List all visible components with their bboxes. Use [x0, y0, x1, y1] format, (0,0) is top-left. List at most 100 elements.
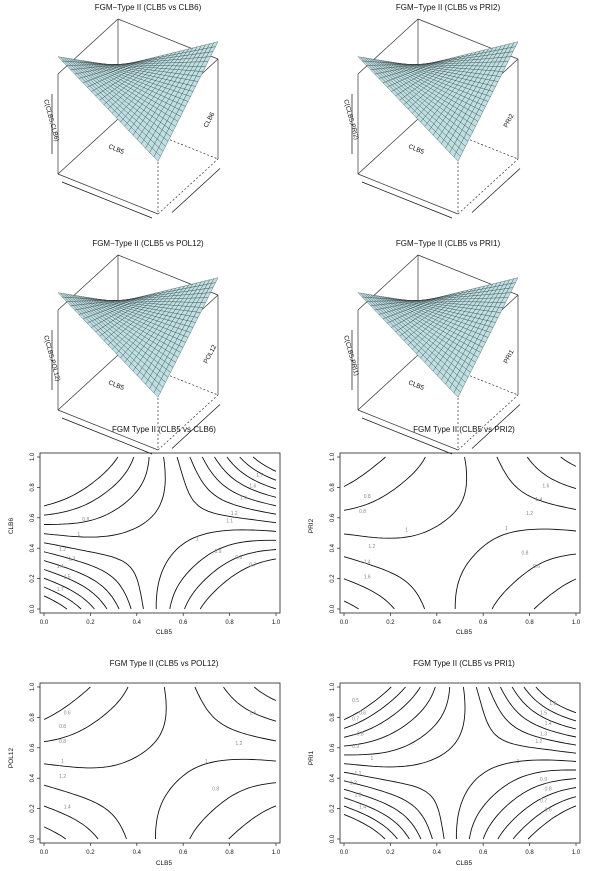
- x-tick-label: 0.4: [433, 850, 442, 856]
- contour-label: 0.9: [540, 777, 547, 783]
- contour-lines: [343, 686, 577, 840]
- contour-line: [43, 456, 277, 610]
- x-tick-label: 0.0: [40, 850, 49, 856]
- contour-label: 1: [196, 537, 199, 543]
- y-tick-label: 0.6: [330, 743, 336, 752]
- x-axis-label: CLB5: [407, 379, 425, 392]
- contour-label: 1.5: [540, 710, 547, 716]
- surface-mesh: [57, 277, 219, 398]
- contour-label: 1.2: [526, 511, 533, 517]
- x-tick-label: 0.0: [340, 850, 349, 856]
- contour-label: 1.6: [549, 701, 556, 707]
- contour-labels: 1.6 1.2 0.6 0.8 0.8 1 1 1.2 1.4 0.8: [59, 710, 256, 810]
- surface-svg: FGM−Type II (CLB5 vs PRI2) CLB5 PRI2 C(C…: [342, 3, 521, 219]
- x-tick-label: 0.4: [433, 620, 442, 626]
- contour-label: 0.7: [540, 799, 547, 805]
- contour-lines: [43, 686, 277, 840]
- contour-line: [44, 456, 276, 610]
- chart-title: FGM−Type II (CLB5 vs CLB6): [95, 3, 202, 12]
- plot-frame: [339, 452, 581, 614]
- x-tick-label: 0.4: [133, 850, 142, 856]
- chart-title: FGM−Type II (CLB5 vs POL12): [92, 239, 204, 248]
- contour-label: 1.2: [350, 780, 357, 786]
- y-axis-label: PRI2: [503, 113, 516, 129]
- x-axis-arrow: [361, 181, 453, 219]
- contour-line: [43, 456, 277, 610]
- contour-label: 1.6: [542, 483, 549, 489]
- contour-line: [43, 686, 277, 839]
- z-axis-label: C(CLB5,PRI1): [342, 335, 360, 377]
- z-axis-label: C(CLB5,PRI2): [342, 99, 360, 141]
- contour-labels: 1.6 1.4 1.2 0.8 0.8 1 1 1.2 1.4 1.6 0.8 0.6: [359, 483, 549, 580]
- y-tick-label: 0.2: [330, 804, 336, 813]
- contour-line: [43, 686, 277, 840]
- contour-line: [343, 686, 577, 840]
- contour-label: 1: [205, 759, 208, 765]
- y-tick-label: 1.0: [30, 452, 36, 461]
- contour-label: 0.8: [59, 739, 66, 745]
- contour-label: 0.8: [364, 494, 371, 500]
- x-tick-label: 0.0: [340, 620, 349, 626]
- axis-arrows: [351, 94, 521, 219]
- contour-label: 0.7: [352, 716, 359, 722]
- y-tick-label: 0.8: [330, 713, 336, 722]
- contour-label: 1.3: [354, 792, 361, 798]
- x-tick-label: 0.2: [86, 620, 95, 626]
- contour-line: [43, 456, 277, 610]
- contour-label: 1.4: [64, 805, 71, 811]
- x-tick-label: 0.2: [86, 850, 95, 856]
- y-tick-label: 0.6: [330, 513, 336, 522]
- y-tick-label: 0.8: [330, 483, 336, 492]
- contour-label: 0.6: [533, 564, 540, 570]
- contour-label: 0.8: [82, 517, 89, 523]
- chart-title: FGM−Type II (CLB5 vs PRI2): [396, 3, 501, 12]
- z-axis-label: C(CLB5,CLB6): [42, 99, 60, 143]
- contour-label: 1: [517, 759, 520, 765]
- x-tick-label: 0.6: [179, 620, 188, 626]
- contour-label: 1.6: [249, 483, 256, 489]
- y-tick-label: 1.0: [30, 682, 36, 691]
- plot-frame: [339, 682, 581, 844]
- contour-label: 1.3: [68, 556, 75, 562]
- contour-line: [343, 686, 577, 840]
- box-edge: [57, 173, 159, 215]
- x-tick-label: 0.4: [133, 620, 142, 626]
- contour-label: 0.8: [212, 786, 219, 792]
- contour-line: [343, 686, 577, 840]
- contour-label: 1.2: [59, 547, 66, 553]
- axis-arrows: [351, 330, 521, 455]
- y-tick-label: 0.8: [30, 483, 36, 492]
- contour-label: 1.2: [59, 774, 66, 780]
- contour-line: [343, 686, 577, 840]
- contour-plot-clb5-clb6: FGM Type II (CLB5 vs CLB6) 0.0 0.2 0.4 0.6 0…: [0, 420, 300, 645]
- contour-line: [344, 686, 577, 840]
- chart-title: FGM Type II (CLB5 vs POL12): [110, 659, 219, 668]
- contour-line: [343, 456, 577, 610]
- axis-arrows: [51, 330, 221, 455]
- chart-title: FGM−Type II (CLB5 vs PRI1): [396, 239, 501, 248]
- contour-line: [343, 456, 577, 610]
- contour-label: 1.2: [235, 741, 242, 747]
- contour-label: 1.7: [256, 473, 263, 479]
- contour-label: 0.6: [359, 710, 366, 716]
- axis-arrows: [51, 94, 221, 219]
- contour-label: 1.1: [354, 771, 361, 777]
- x-tick-label: 0.8: [225, 620, 234, 626]
- contour-line: [43, 456, 277, 610]
- contour-line: [43, 456, 277, 609]
- x-tick-label: 0.8: [525, 850, 534, 856]
- y-tick-label: 0.6: [30, 743, 36, 752]
- contour-labels: 1.71.61.41.21.10.8111.21.31.41.51.70.90.…: [57, 473, 264, 593]
- y-axis-label: PRI1: [503, 349, 516, 365]
- contour-line: [343, 456, 577, 609]
- contour-label: 0.8: [521, 550, 528, 556]
- contour-line: [343, 686, 577, 840]
- contour-label: 0.8: [359, 509, 366, 515]
- y-tick-label: 0.0: [30, 604, 36, 613]
- contour-label: 0.6: [545, 808, 552, 814]
- contour-plot-clb5-pri1: FGM Type II (CLB5 vs PRI1) 0.0 0.2 0.4 0.6 0…: [300, 650, 600, 871]
- contour-label: 1: [370, 756, 373, 762]
- surface-plot-clb5-pri1: FGM−Type II (CLB5 vs PRI1) CLB5 PRI1 C(C…: [300, 236, 600, 455]
- contour-line: [343, 686, 577, 839]
- surface-svg: FGM−Type II (CLB5 vs PRI1) CLB5 PRI1 C(C…: [342, 239, 521, 455]
